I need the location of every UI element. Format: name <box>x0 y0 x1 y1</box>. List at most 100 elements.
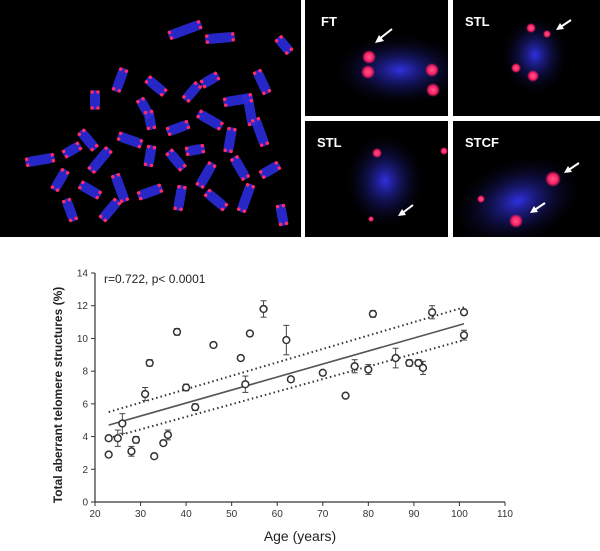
data-point <box>282 324 291 356</box>
point-marker <box>104 434 113 443</box>
data-point <box>181 383 191 392</box>
point-marker <box>127 447 136 456</box>
y-tick-label: 12 <box>77 301 89 312</box>
metaphase-spread-image <box>0 0 301 237</box>
panel-label: STL <box>465 14 490 29</box>
data-point <box>127 445 136 457</box>
chromosome-stl-icon <box>343 131 448 231</box>
data-point <box>418 360 428 375</box>
point-marker <box>118 419 127 428</box>
point-marker <box>145 358 154 368</box>
panel-label: FT <box>321 14 337 29</box>
x-tick-label: 100 <box>451 509 468 520</box>
point-marker <box>140 389 150 399</box>
point-marker <box>459 331 469 340</box>
metaphase-spread-icon <box>0 0 301 237</box>
chromosome-ft-icon <box>330 28 448 108</box>
panel-stl-top: STL <box>453 0 600 116</box>
point-marker <box>259 304 268 314</box>
y-tick-label: 4 <box>82 432 88 443</box>
y-tick-label: 14 <box>77 269 89 280</box>
point-marker <box>350 362 359 371</box>
y-tick-label: 10 <box>77 334 89 345</box>
point-marker <box>236 353 245 363</box>
x-tick-label: 50 <box>226 509 238 520</box>
point-marker <box>391 353 400 363</box>
panel-label: STCF <box>465 135 499 150</box>
chart-axes: 20 30 40 50 60 70 80 90 100 110 0 2 4 6 8 10 12 14 <box>77 269 514 521</box>
data-point <box>104 450 113 459</box>
data-point <box>163 429 173 441</box>
point-marker <box>405 358 414 368</box>
correlation-annotation: r=0.722, p< 0.0001 <box>104 272 206 286</box>
data-point <box>350 359 359 374</box>
point-marker <box>368 309 378 319</box>
x-tick-label: 70 <box>317 509 329 520</box>
point-marker <box>191 402 200 412</box>
x-tick-label: 80 <box>363 509 375 520</box>
data-point <box>259 300 268 318</box>
data-point <box>113 429 122 447</box>
y-tick-label: 0 <box>82 498 88 509</box>
y-axis-label: Total aberrant telomere structures (%) <box>51 287 65 504</box>
point-marker <box>181 383 191 392</box>
y-tick-label: 6 <box>82 399 88 410</box>
point-marker <box>364 365 373 374</box>
scatter-chart: 20 30 40 50 60 70 80 90 100 110 0 2 4 6 8 10 12 14 r=0.72… <box>0 255 600 546</box>
point-marker <box>113 434 122 443</box>
x-tick-label: 30 <box>135 509 147 520</box>
ci-lower-line <box>108 339 465 440</box>
data-point <box>140 387 150 402</box>
point-marker <box>241 380 250 389</box>
chromosome-stcf-icon <box>453 152 586 237</box>
data-point <box>427 305 437 320</box>
point-marker <box>418 363 428 373</box>
y-tick-label: 2 <box>82 465 88 476</box>
point-marker <box>150 452 159 461</box>
x-tick-label: 60 <box>272 509 284 520</box>
panel-stl-bottom: STL <box>305 121 448 237</box>
point-marker <box>286 375 296 384</box>
data-point <box>172 327 182 337</box>
x-tick-label: 20 <box>89 509 101 520</box>
regression-lines <box>108 306 465 440</box>
point-marker <box>159 438 168 448</box>
data-point <box>104 434 113 443</box>
panel-label: STL <box>317 135 342 150</box>
data-point <box>131 435 141 444</box>
data-point <box>150 452 159 461</box>
data-point <box>245 329 255 338</box>
point-marker <box>282 335 291 345</box>
data-point <box>241 375 250 393</box>
data-point <box>236 353 245 363</box>
data-point <box>191 402 200 412</box>
point-marker <box>459 308 469 317</box>
point-marker <box>341 391 350 400</box>
data-point <box>459 329 469 341</box>
chromosome-stl-icon <box>500 13 572 97</box>
x-tick-label: 40 <box>181 509 193 520</box>
point-marker <box>131 435 141 444</box>
x-axis-label: Age (years) <box>264 528 336 544</box>
data-point <box>364 364 373 375</box>
point-marker <box>427 308 437 317</box>
data-point <box>459 308 469 317</box>
data-point <box>368 309 378 319</box>
data-point <box>159 438 168 448</box>
point-marker <box>318 368 327 377</box>
point-marker <box>172 327 182 337</box>
panel-stcf: STCF <box>453 121 600 237</box>
data-point <box>209 340 218 350</box>
ci-upper-line <box>108 306 465 413</box>
microscopy-panels: FT STL <box>0 0 600 237</box>
data-point <box>145 358 154 368</box>
panel-ft: FT <box>305 0 448 116</box>
point-marker <box>104 450 113 459</box>
data-point <box>318 368 327 377</box>
data-point <box>391 347 400 369</box>
point-marker <box>245 329 255 338</box>
point-marker <box>163 430 173 440</box>
data-point <box>286 375 296 384</box>
data-points <box>104 300 469 461</box>
regression-line <box>108 322 465 426</box>
